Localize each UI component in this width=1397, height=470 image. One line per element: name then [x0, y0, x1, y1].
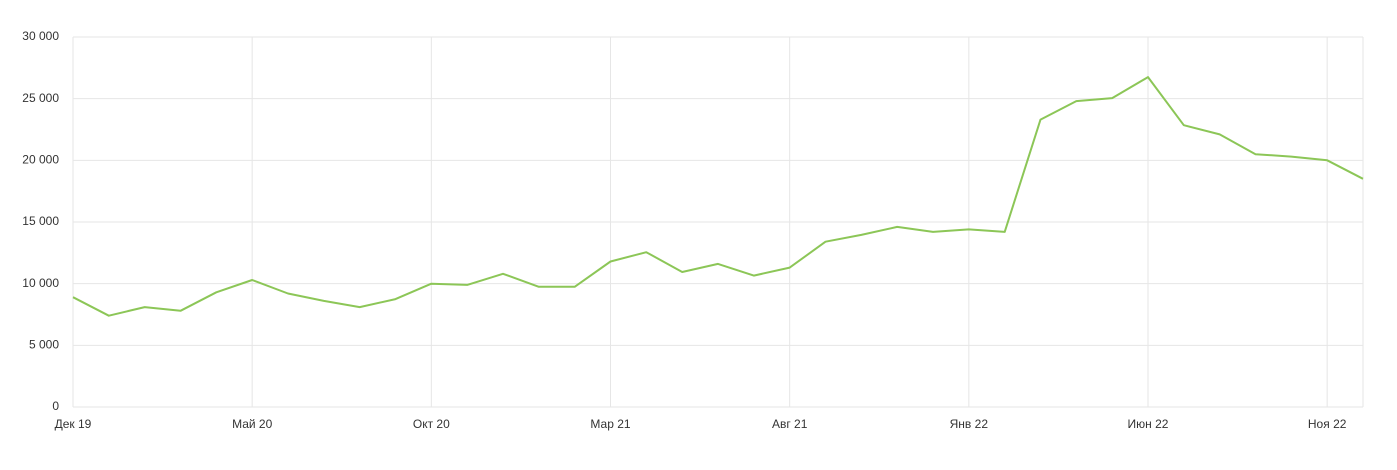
y-tick-label: 0	[52, 399, 59, 413]
y-tick-label: 30 000	[22, 29, 59, 43]
x-tick-label: Авг 21	[772, 417, 808, 431]
x-tick-label: Май 20	[232, 417, 273, 431]
y-tick-label: 5 000	[29, 338, 59, 352]
x-tick-label: Янв 22	[950, 417, 989, 431]
x-tick-label: Дек 19	[55, 417, 92, 431]
x-tick-label: Ноя 22	[1308, 417, 1347, 431]
y-tick-label: 20 000	[22, 153, 59, 167]
y-tick-label: 10 000	[22, 276, 59, 290]
x-tick-label: Окт 20	[413, 417, 450, 431]
line-series	[72, 76, 1364, 317]
x-tick-label: Мар 21	[590, 417, 630, 431]
y-tick-label: 15 000	[22, 214, 59, 228]
y-tick-label: 25 000	[22, 91, 59, 105]
x-tick-label: Июн 22	[1128, 417, 1169, 431]
